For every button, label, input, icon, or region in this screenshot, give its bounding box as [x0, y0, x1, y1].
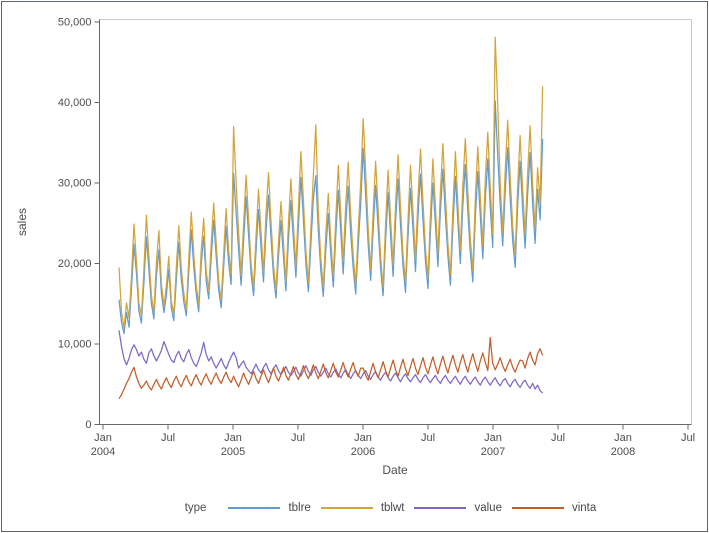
x-tick-label-month: Jul — [551, 432, 565, 444]
y-tick-label: 0 — [85, 419, 91, 431]
legend-label-value: value — [474, 502, 502, 514]
x-tick-label-month: Jul — [681, 432, 695, 444]
legend: type tblre tblwt value vinta — [99, 498, 692, 518]
x-tick-label-year: 2005 — [221, 446, 245, 458]
x-tick-label-year: 2004 — [91, 446, 115, 458]
legend-label-tblwt: tblwt — [380, 502, 405, 514]
legend-title: type — [184, 502, 207, 514]
legend-item-tblre: tblre — [228, 502, 311, 514]
series-line-tblwt — [118, 36, 544, 329]
x-tick-label-year: 2007 — [481, 446, 505, 458]
series-line-value — [118, 330, 544, 394]
legend-item-tblwt: tblwt — [320, 502, 405, 514]
x-tick-label-year: 2006 — [351, 446, 375, 458]
x-tick-label-month: Jul — [421, 432, 435, 444]
x-tick-label-year: 2008 — [611, 446, 635, 458]
legend-swatch-tblre — [228, 507, 281, 509]
y-tick-label: 10,000 — [58, 339, 92, 351]
legend-swatch-tblwt — [320, 507, 373, 509]
legend-swatch-value — [414, 507, 467, 509]
y-axis-title: sales — [15, 207, 29, 237]
series-line-tblre — [118, 100, 544, 335]
legend-item-vinta: vinta — [511, 502, 597, 514]
x-axis-title: Date — [382, 463, 408, 477]
x-tick-label-month: Jul — [291, 432, 305, 444]
legend-item-value: value — [414, 502, 502, 514]
x-tick-label-month: Jan — [94, 432, 112, 444]
legend-swatch-vinta — [511, 507, 564, 509]
series-line-vinta — [118, 336, 544, 400]
y-tick-label: 20,000 — [58, 258, 92, 270]
legend-label-vinta: vinta — [571, 502, 597, 514]
plot-frame — [99, 19, 692, 425]
x-tick-label-month: Jan — [614, 432, 632, 444]
y-tick-label: 50,000 — [58, 17, 92, 29]
x-tick-label-month: Jul — [161, 432, 175, 444]
x-tick-label-month: Jan — [484, 432, 502, 444]
x-tick-label-month: Jan — [224, 432, 242, 444]
y-tick-label: 40,000 — [58, 97, 92, 109]
legend-label-tblre: tblre — [288, 502, 311, 514]
y-tick-label: 30,000 — [58, 178, 92, 190]
x-tick-label-month: Jan — [354, 432, 372, 444]
